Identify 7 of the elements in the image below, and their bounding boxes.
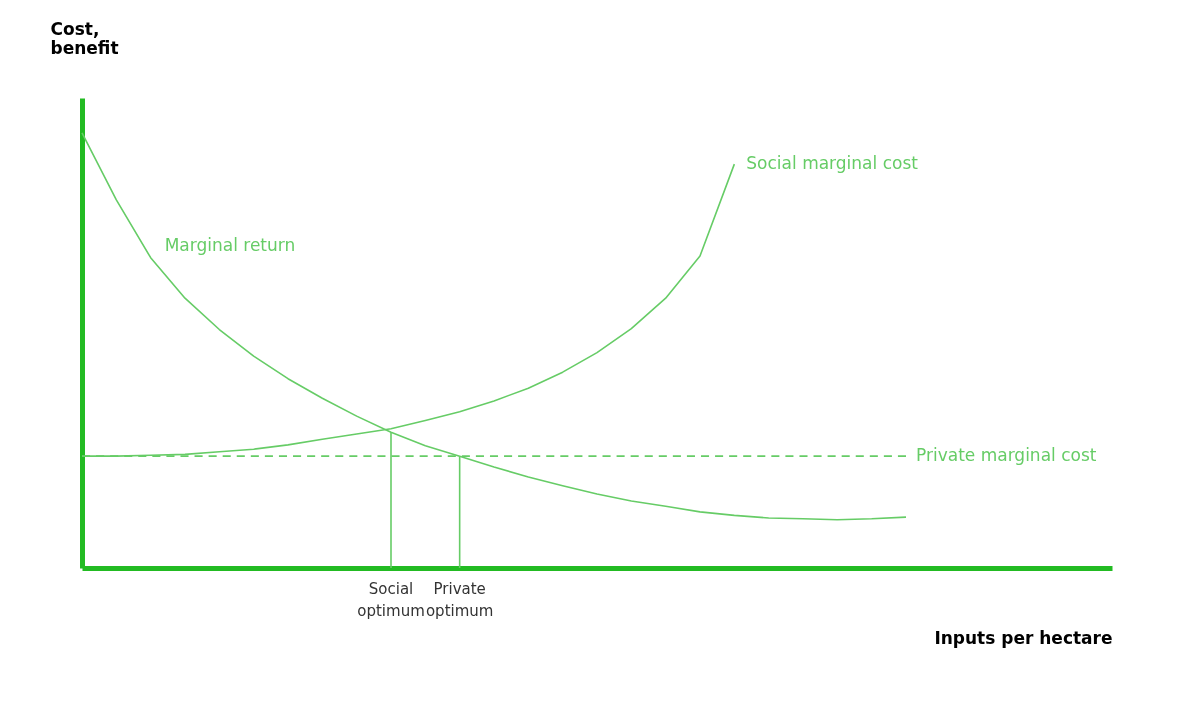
x-tick-label: Private optimum	[425, 580, 494, 620]
y-axis-title: Cost, benefit	[50, 18, 119, 58]
x-tick-label: Social optimum	[357, 580, 425, 620]
series-label: Marginal return	[164, 234, 296, 255]
series-label: Social marginal cost	[746, 153, 919, 174]
x-axis-title: Inputs per hectare	[934, 627, 1113, 648]
series-label: Private marginal cost	[916, 445, 1097, 466]
